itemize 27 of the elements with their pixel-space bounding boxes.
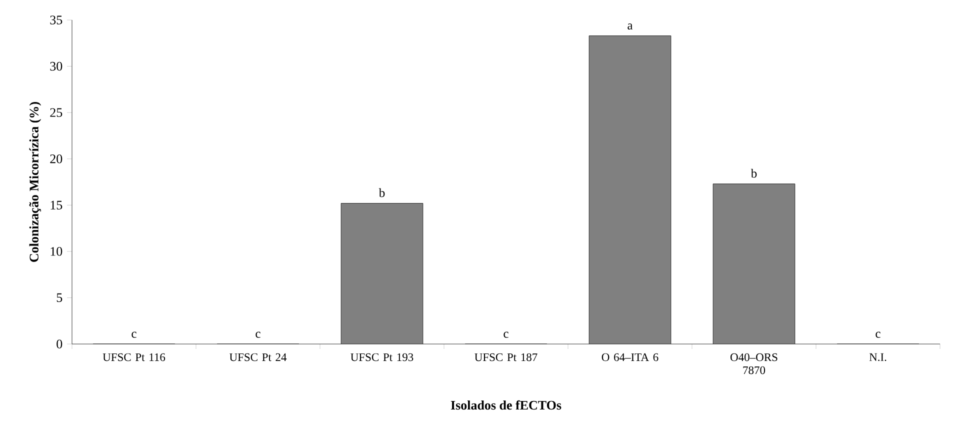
- x-tick-label: UFSC Pt 193: [350, 353, 414, 362]
- bar: [589, 36, 671, 344]
- y-tick-label: 5: [56, 293, 62, 302]
- y-tick-label: 15: [50, 200, 62, 210]
- x-tick-label: N.I.: [869, 353, 886, 362]
- annotation: c: [256, 332, 260, 338]
- y-tick-label: 20: [50, 154, 62, 164]
- annotation: b: [750, 168, 757, 178]
- y-axis-title: Colonização Micorrízica (%): [29, 102, 42, 262]
- x-tick-label: UFSC Pt 24: [229, 353, 287, 362]
- y-tick-label: 30: [50, 62, 62, 71]
- annotation: b: [378, 188, 385, 198]
- y-tick-label: 0: [56, 340, 62, 348]
- bar: [341, 203, 423, 344]
- y-tick-label: 35: [50, 16, 62, 24]
- x-tick-label: UFSC Pt 116: [102, 353, 166, 362]
- annotation: c: [504, 332, 508, 338]
- y-tick-label: 25: [50, 108, 62, 117]
- annotation: c: [132, 332, 136, 338]
- x-axis-title: Isolados de fECTOs: [450, 400, 562, 410]
- bar: [713, 184, 795, 344]
- x-tick-label: O40–ORS 7870: [730, 353, 778, 374]
- annotation: c: [876, 332, 880, 338]
- annotation: a: [628, 24, 633, 30]
- y-tick-label: 10: [50, 247, 62, 256]
- x-tick-label: O 64–ITA 6: [602, 353, 658, 362]
- x-tick-label: UFSC Pt 187: [474, 353, 538, 362]
